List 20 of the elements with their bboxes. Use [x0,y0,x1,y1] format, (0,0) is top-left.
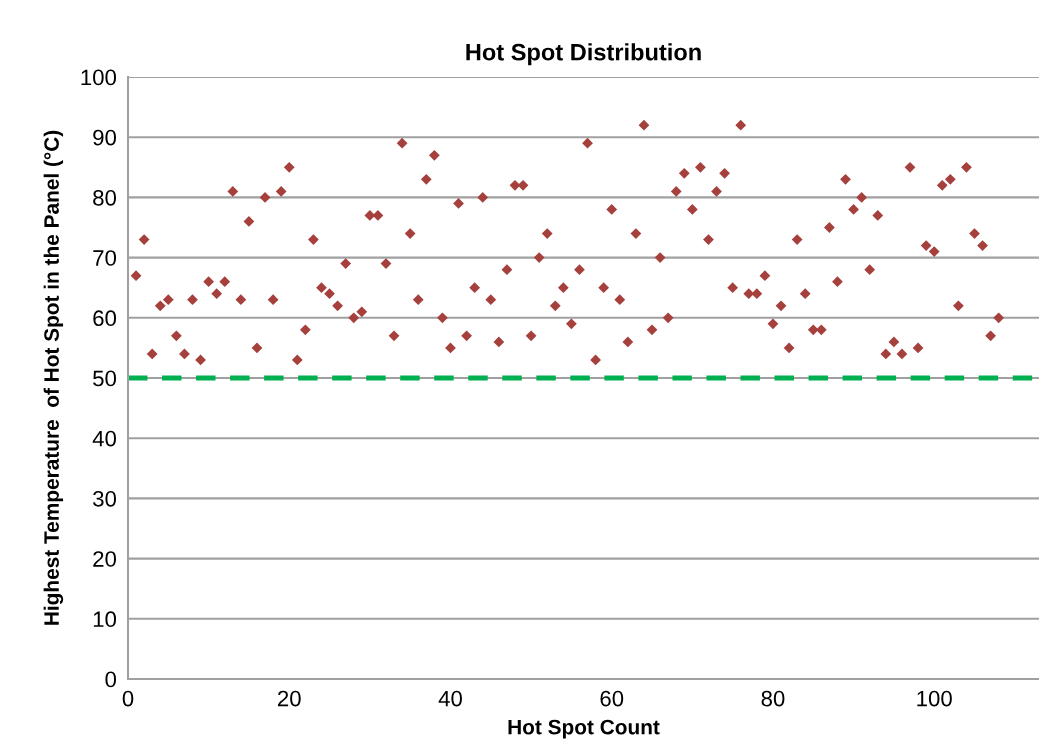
y-tick-label: 0 [105,671,117,688]
y-tick-label: 100 [81,69,117,86]
y-tick-label: 20 [93,551,117,567]
x-tick-label: 100 [917,690,952,707]
y-tick-label: 50 [93,370,117,387]
x-tick-label: 40 [438,690,462,707]
y-tick-label: 90 [93,129,117,146]
x-tick-label: 0 [122,690,134,707]
x-tick-label: 80 [761,690,785,707]
x-tick-label: 60 [600,690,624,707]
y-axis-title: Highest Temperature of Hot Spot in the Panel (°C) [43,130,64,625]
y-tick-label: 10 [93,611,117,628]
y-tick-label: 30 [93,490,117,507]
y-tick-label: 70 [93,250,117,266]
x-tick-label: 20 [278,690,301,707]
x-axis-title: Hot Spot Count [508,719,660,739]
chart-title: Hot Spot Distribution [466,43,701,66]
y-tick-label: 60 [93,310,117,327]
y-tick-label: 40 [92,430,117,447]
y-tick-label: 80 [93,189,117,206]
